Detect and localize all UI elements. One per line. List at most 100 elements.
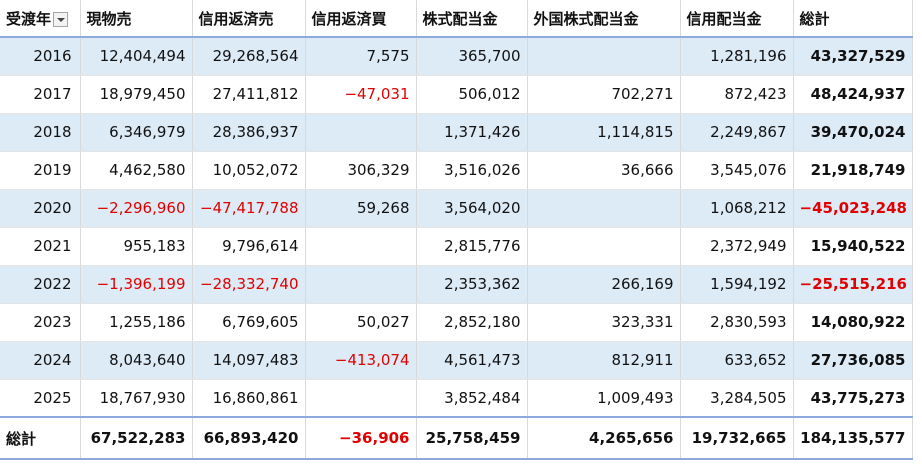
empty-cell: [305, 379, 417, 418]
year-cell-text: 2018: [33, 123, 72, 141]
value-cell-text: 14,080,922: [810, 313, 906, 331]
value-cell-text: 1,371,426: [444, 123, 521, 141]
value-cell-text: 1,594,192: [710, 275, 787, 293]
year-cell: 2023: [0, 303, 81, 342]
value-cell: 18,767,930: [80, 379, 193, 418]
column-header-text: 信用配当金: [686, 9, 762, 28]
total-cell: 4,265,656: [527, 416, 681, 460]
value-cell: 2,249,867: [680, 113, 794, 152]
data-row: 2020 −2,296,960 −47,417,788 59,268 3,564,020…: [0, 189, 913, 228]
value-cell-text: −1,396,199: [96, 275, 186, 293]
value-cell-text: 18,767,930: [99, 388, 186, 407]
empty-cell: [527, 37, 681, 76]
value-cell-text: 812,911: [611, 351, 674, 369]
value-cell: 1,371,426: [416, 113, 528, 152]
year-cell-text: 2019: [33, 161, 72, 179]
value-cell: −413,074: [305, 341, 417, 380]
year-cell-text: 2025: [33, 388, 72, 407]
value-cell: 4,462,580: [80, 151, 193, 190]
value-cell-text: 8,043,640: [109, 351, 186, 369]
data-row: 2022 −1,396,199 −28,332,740 2,353,362 266,16…: [0, 265, 913, 304]
value-cell-text: −25,515,216: [799, 275, 907, 293]
empty-cell: [305, 265, 417, 304]
value-cell-text: −45,023,248: [799, 199, 907, 217]
value-cell-text: 2,372,949: [710, 237, 787, 255]
data-row: 2016 12,404,494 29,268,564 7,575 365,700 1,28…: [0, 37, 913, 76]
total-cell-text: 19,732,665: [691, 429, 787, 447]
value-cell-text: 28,386,937: [212, 123, 299, 141]
column-header-text: 受渡年: [6, 9, 52, 28]
value-cell-text: 2,815,776: [444, 237, 521, 255]
value-cell-text: 16,860,861: [212, 388, 299, 407]
value-cell: 2,372,949: [680, 227, 794, 266]
column-header: 信用返済売: [192, 0, 306, 38]
value-cell: 506,012: [416, 75, 528, 114]
value-cell: 266,169: [527, 265, 681, 304]
value-cell-text: 7,575: [366, 47, 410, 66]
value-cell-text: 323,331: [611, 313, 674, 331]
value-cell-text: 6,769,605: [222, 313, 299, 331]
data-row: 2019 4,462,580 10,052,072 306,329 3,516,026 3…: [0, 151, 913, 190]
data-row: 2018 6,346,979 28,386,937 1,371,426 1,114,81…: [0, 113, 913, 152]
value-cell: 323,331: [527, 303, 681, 342]
column-header-text: 総計: [799, 9, 830, 28]
value-cell: 9,796,614: [192, 227, 306, 266]
value-cell: 6,769,605: [192, 303, 306, 342]
value-cell: 43,327,529: [793, 37, 913, 76]
table-body: 2016 12,404,494 29,268,564 7,575 365,700 1,28…: [0, 37, 913, 418]
value-cell-text: 14,097,483: [212, 351, 299, 369]
value-cell: 1,114,815: [527, 113, 681, 152]
value-cell-text: 48,424,937: [810, 85, 906, 103]
year-cell: 2021: [0, 227, 81, 266]
value-cell-text: 955,183: [123, 237, 186, 255]
value-cell-text: 1,255,186: [109, 313, 186, 331]
data-row: 2025 18,767,930 16,860,861 3,852,484 1,009,4…: [0, 379, 913, 418]
value-cell-text: 39,470,024: [810, 123, 906, 141]
value-cell-text: 2,852,180: [444, 313, 521, 331]
value-cell: 1,068,212: [680, 189, 794, 228]
value-cell: −1,396,199: [80, 265, 193, 304]
total-cell: −36,906: [305, 416, 417, 460]
value-cell: −2,296,960: [80, 189, 193, 228]
total-cell: 66,893,420: [192, 416, 306, 460]
value-cell: 2,830,593: [680, 303, 794, 342]
column-header: 株式配当金: [416, 0, 528, 38]
total-cell-text: 25,758,459: [425, 429, 521, 447]
value-cell: 48,424,937: [793, 75, 913, 114]
column-header-text: 信用返済買: [311, 9, 387, 28]
value-cell-text: 2,830,593: [710, 313, 787, 331]
value-cell-text: 365,700: [458, 47, 521, 66]
value-cell: 1,594,192: [680, 265, 794, 304]
column-header: 信用配当金: [680, 0, 794, 38]
value-cell: 3,516,026: [416, 151, 528, 190]
year-cell-text: 2017: [33, 85, 72, 103]
value-cell: 21,918,749: [793, 151, 913, 190]
value-cell: −45,023,248: [793, 189, 913, 228]
value-cell: 59,268: [305, 189, 417, 228]
total-cell: 19,732,665: [680, 416, 794, 460]
value-cell-text: 1,114,815: [597, 123, 674, 141]
value-cell: 39,470,024: [793, 113, 913, 152]
value-cell-text: 266,169: [611, 275, 674, 293]
value-cell-text: 6,346,979: [109, 123, 186, 141]
value-cell: 8,043,640: [80, 341, 193, 380]
value-cell-text: −28,332,740: [200, 275, 299, 293]
filter-button[interactable]: [53, 11, 69, 27]
year-cell: 2017: [0, 75, 81, 114]
total-cell-text: −36,906: [339, 429, 410, 447]
column-header-text: 現物売: [86, 9, 132, 28]
value-cell: 14,097,483: [192, 341, 306, 380]
column-header: 総計: [793, 0, 913, 38]
value-cell: 365,700: [416, 37, 528, 76]
total-cell: 67,522,283: [80, 416, 193, 460]
empty-cell: [527, 227, 681, 266]
column-header[interactable]: 受渡年: [0, 0, 81, 38]
value-cell: 15,940,522: [793, 227, 913, 266]
year-cell: 2019: [0, 151, 81, 190]
data-row: 2017 18,979,450 27,411,812 −47,031 506,012 70…: [0, 75, 913, 114]
value-cell: 633,652: [680, 341, 794, 380]
value-cell: 4,561,473: [416, 341, 528, 380]
total-cell: 25,758,459: [416, 416, 528, 460]
value-cell: −25,515,216: [793, 265, 913, 304]
